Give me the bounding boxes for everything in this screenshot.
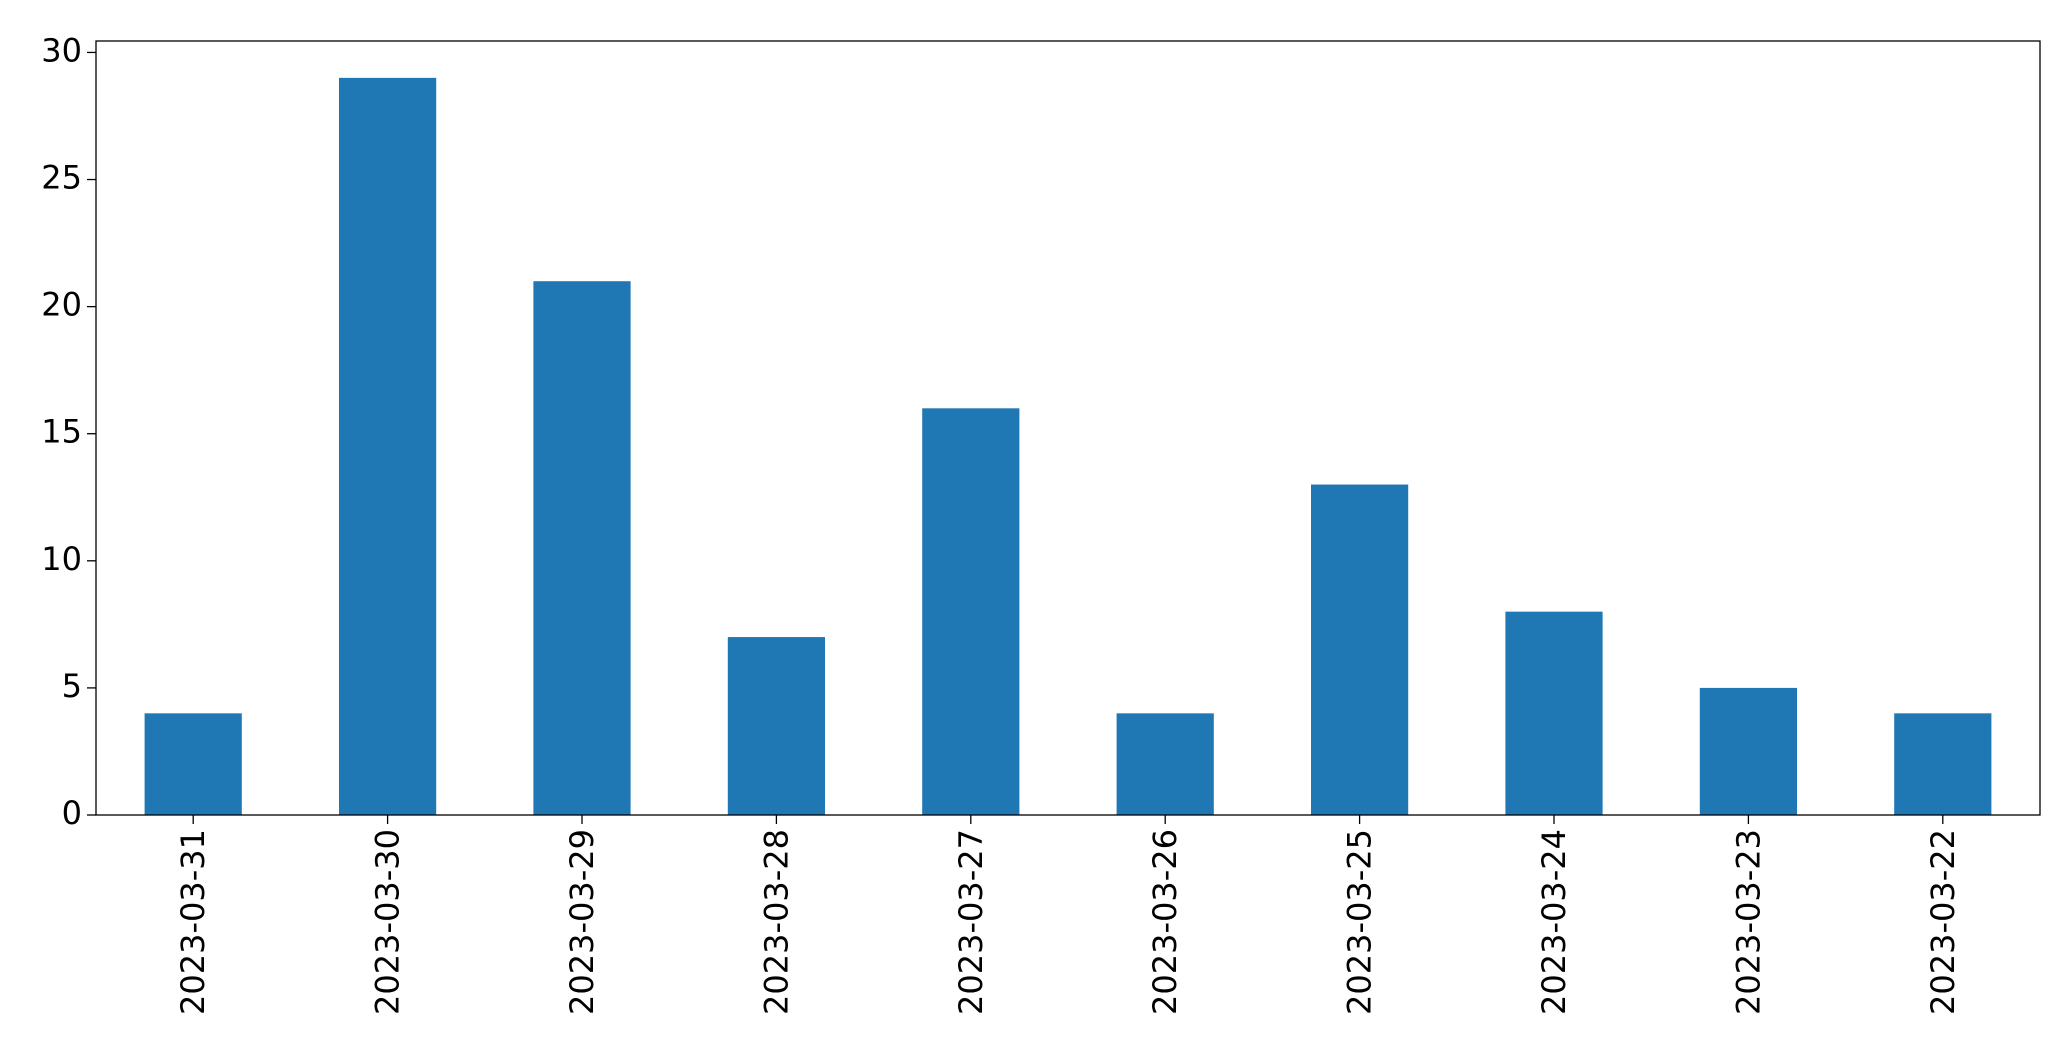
y-tick-label: 10 [41,540,82,578]
x-tick-label: 2023-03-26 [1146,829,1184,1015]
bar [1894,713,1992,815]
x-tick-label: 2023-03-29 [563,829,601,1015]
bar [533,281,631,815]
x-tick-label: 2023-03-24 [1535,829,1573,1015]
plot-frame [95,40,2041,816]
bar [339,77,437,816]
y-tick-label: 5 [62,667,82,705]
bar [1699,687,1797,815]
x-tick-label: 2023-03-25 [1341,829,1379,1015]
y-tick-label: 30 [41,31,82,69]
x-tick-label: 2023-03-22 [1924,829,1962,1015]
bar [922,408,1020,815]
x-tick-label: 2023-03-27 [952,829,990,1015]
y-tick-label: 20 [41,286,82,324]
x-tick-label: 2023-03-23 [1729,829,1767,1015]
y-tick-label: 0 [62,794,82,832]
bar [1505,611,1603,815]
bar [1116,713,1214,815]
x-tick-label: 2023-03-28 [757,829,795,1015]
x-tick-label: 2023-03-31 [174,829,212,1015]
bar [144,713,242,815]
x-tick-label: 2023-03-30 [369,829,407,1015]
bar [727,637,825,815]
bar [1311,484,1409,815]
y-tick-label: 25 [41,159,82,197]
y-tick-label: 15 [41,413,82,451]
